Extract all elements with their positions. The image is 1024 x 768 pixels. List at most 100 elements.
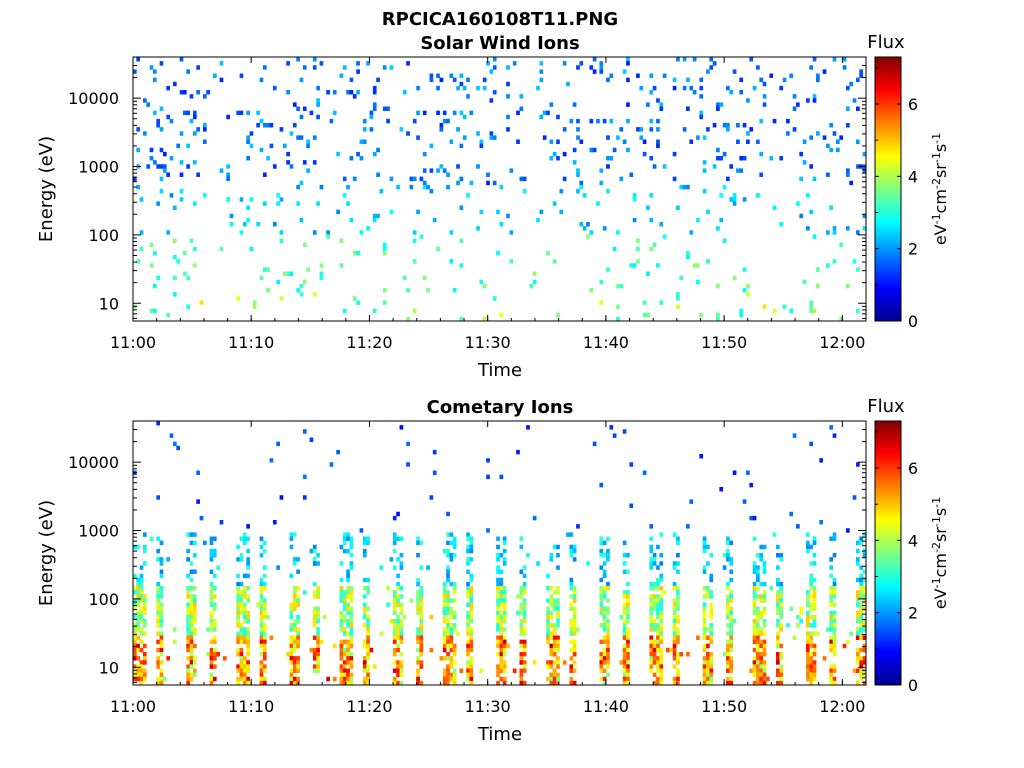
heatmap-cell [799, 619, 804, 624]
heatmap-cell [236, 573, 240, 579]
heatmap-cell [399, 586, 404, 591]
heatmap-cell [812, 672, 817, 678]
heatmap-cell [259, 536, 264, 541]
heatmap-cell [189, 635, 194, 640]
heatmap-cell [602, 652, 607, 657]
heatmap-cell [502, 557, 507, 562]
heatmap-cell [806, 647, 810, 653]
heatmap-cell [556, 312, 560, 318]
heatmap-cell [446, 598, 450, 603]
heatmap-cell [466, 614, 470, 620]
heatmap-cell [466, 590, 470, 595]
heatmap-cell [362, 668, 367, 673]
heatmap-cell [392, 676, 397, 682]
heatmap-cell [416, 668, 420, 673]
heatmap-cell [659, 573, 664, 579]
heatmap-cell [376, 77, 380, 83]
heatmap-cell [143, 619, 147, 624]
heatmap-cell [449, 139, 454, 144]
heatmap-cell [569, 118, 574, 124]
heatmap-cell [209, 672, 214, 678]
heatmap-cell [759, 553, 764, 558]
heatmap-cell [549, 586, 554, 591]
heatmap-cell [259, 77, 264, 83]
heatmap-cell [656, 602, 660, 607]
heatmap-cell [466, 77, 470, 83]
heatmap-cell [262, 639, 267, 645]
heatmap-cell [349, 590, 354, 595]
heatmap-cell [459, 316, 464, 322]
heatmap-cell [133, 643, 137, 649]
heatmap-cell [606, 623, 610, 628]
heatmap-cell [246, 594, 250, 599]
heatmap-cell [756, 193, 760, 198]
heatmap-cell [599, 565, 604, 570]
heatmap-cell [676, 296, 680, 301]
heatmap-cell [576, 524, 580, 529]
solar-wind-xlabel: Time [477, 360, 522, 381]
heatmap-cell [649, 610, 654, 616]
heatmap-cell [212, 606, 217, 612]
heatmap-cell [159, 606, 164, 612]
heatmap-cell [572, 598, 577, 603]
heatmap-cell [392, 627, 397, 632]
heatmap-cell [362, 586, 367, 591]
heatmap-cell [136, 672, 141, 678]
heatmap-cell [856, 614, 860, 620]
heatmap-cell [492, 90, 497, 95]
heatmap-cell [852, 495, 857, 500]
heatmap-cell [856, 561, 860, 566]
heatmap-cell [616, 135, 620, 140]
heatmap-cell [622, 635, 627, 640]
heatmap-cell [802, 279, 807, 285]
heatmap-cell [579, 180, 584, 186]
heatmap-cell [756, 594, 760, 599]
heatmap-cell [806, 590, 810, 595]
heatmap-cell [156, 581, 160, 587]
heatmap-cell [752, 602, 757, 607]
heatmap-cell [416, 577, 420, 583]
heatmap-cell [796, 614, 800, 620]
heatmap-cell [466, 581, 470, 587]
heatmap-cell [839, 242, 844, 248]
heatmap-cell [182, 271, 187, 276]
heatmap-cell [606, 548, 610, 554]
heatmap-cell [259, 553, 264, 558]
heatmap-cell [709, 590, 714, 595]
heatmap-cell [356, 90, 360, 95]
heatmap-cell [752, 635, 757, 640]
heatmap-cell [412, 230, 417, 235]
heatmap-cell [389, 176, 394, 182]
heatmap-cell [236, 639, 240, 645]
heatmap-cell [346, 532, 350, 537]
heatmap-cell [499, 639, 504, 645]
heatmap-cell [812, 614, 817, 620]
heatmap-cell [179, 172, 184, 177]
heatmap-cell [762, 643, 767, 649]
heatmap-cell [262, 664, 267, 669]
heatmap-cell [556, 639, 560, 645]
heatmap-cell [466, 557, 470, 562]
heatmap-cell [172, 639, 177, 645]
heatmap-cell [806, 98, 810, 103]
heatmap-cell [772, 532, 777, 537]
heatmap-cell [336, 209, 340, 215]
heatmap-cell [812, 652, 817, 657]
heatmap-cell [522, 668, 527, 673]
heatmap-cell [516, 594, 520, 599]
heatmap-cell [189, 660, 194, 665]
heatmap-cell [159, 680, 164, 686]
heatmap-cell [202, 127, 207, 132]
heatmap-cell [726, 623, 730, 628]
heatmap-cell [296, 184, 300, 190]
heatmap-cell [212, 536, 217, 541]
heatmap-cell [856, 680, 860, 686]
heatmap-cell [469, 548, 474, 554]
heatmap-cell [762, 590, 767, 595]
heatmap-cell [342, 536, 347, 541]
heatmap-cell [829, 672, 834, 678]
heatmap-cell [396, 184, 400, 190]
heatmap-cell [809, 577, 814, 583]
heatmap-cell [859, 656, 864, 661]
heatmap-cell [706, 259, 710, 264]
